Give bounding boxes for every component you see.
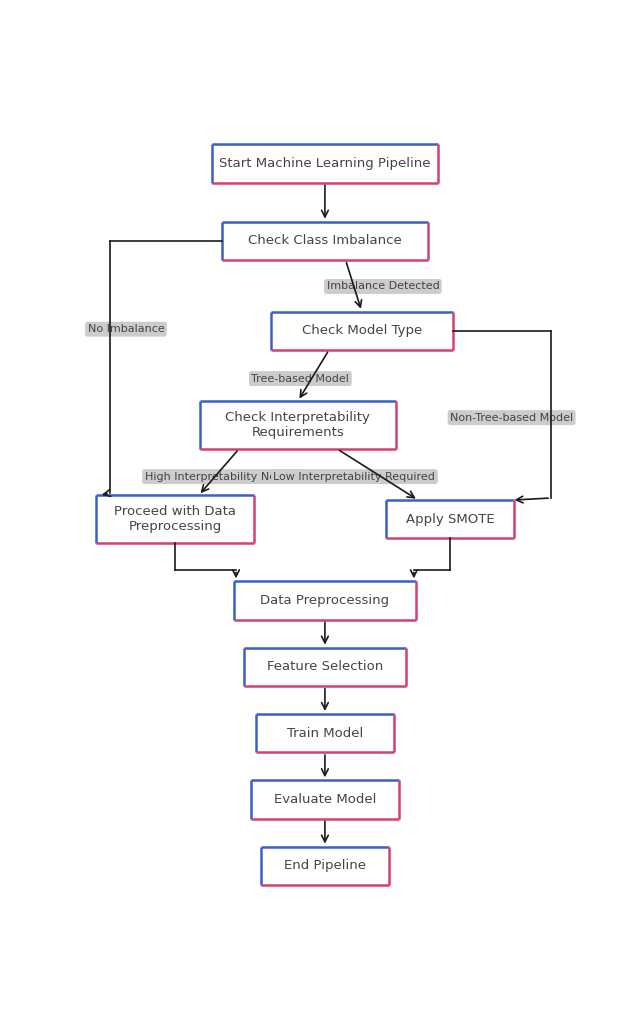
Bar <box>386 500 514 539</box>
Bar <box>261 847 389 885</box>
Text: Non-Tree-based Model: Non-Tree-based Model <box>450 413 573 423</box>
Text: Evaluate Model: Evaluate Model <box>274 793 376 806</box>
Bar <box>256 714 394 753</box>
Text: No Imbalance: No Imbalance <box>87 325 164 334</box>
Bar <box>251 780 399 818</box>
Text: Feature Selection: Feature Selection <box>267 660 383 673</box>
Text: Start Machine Learning Pipeline: Start Machine Learning Pipeline <box>219 157 430 170</box>
Text: High Interpretability Needed: High Interpretability Needed <box>145 472 304 481</box>
Text: Check Interpretability
Requirements: Check Interpretability Requirements <box>226 411 370 439</box>
Bar <box>200 401 396 449</box>
Text: Data Preprocessing: Data Preprocessing <box>261 594 389 607</box>
Text: Train Model: Train Model <box>287 727 363 739</box>
Text: Check Class Imbalance: Check Class Imbalance <box>248 234 402 247</box>
Bar <box>244 647 406 686</box>
Text: Check Model Type: Check Model Type <box>302 325 422 337</box>
Bar <box>96 496 254 544</box>
Bar <box>222 221 428 260</box>
Text: Imbalance Detected: Imbalance Detected <box>327 282 439 292</box>
Text: Tree-based Model: Tree-based Model <box>252 374 349 384</box>
Text: Apply SMOTE: Apply SMOTE <box>406 513 495 526</box>
Bar <box>212 144 438 182</box>
Text: End Pipeline: End Pipeline <box>284 859 366 872</box>
Bar <box>271 311 453 350</box>
Text: Low Interpretability Required: Low Interpretability Required <box>273 472 436 481</box>
Text: Proceed with Data
Preprocessing: Proceed with Data Preprocessing <box>114 505 236 534</box>
Bar <box>234 582 416 620</box>
